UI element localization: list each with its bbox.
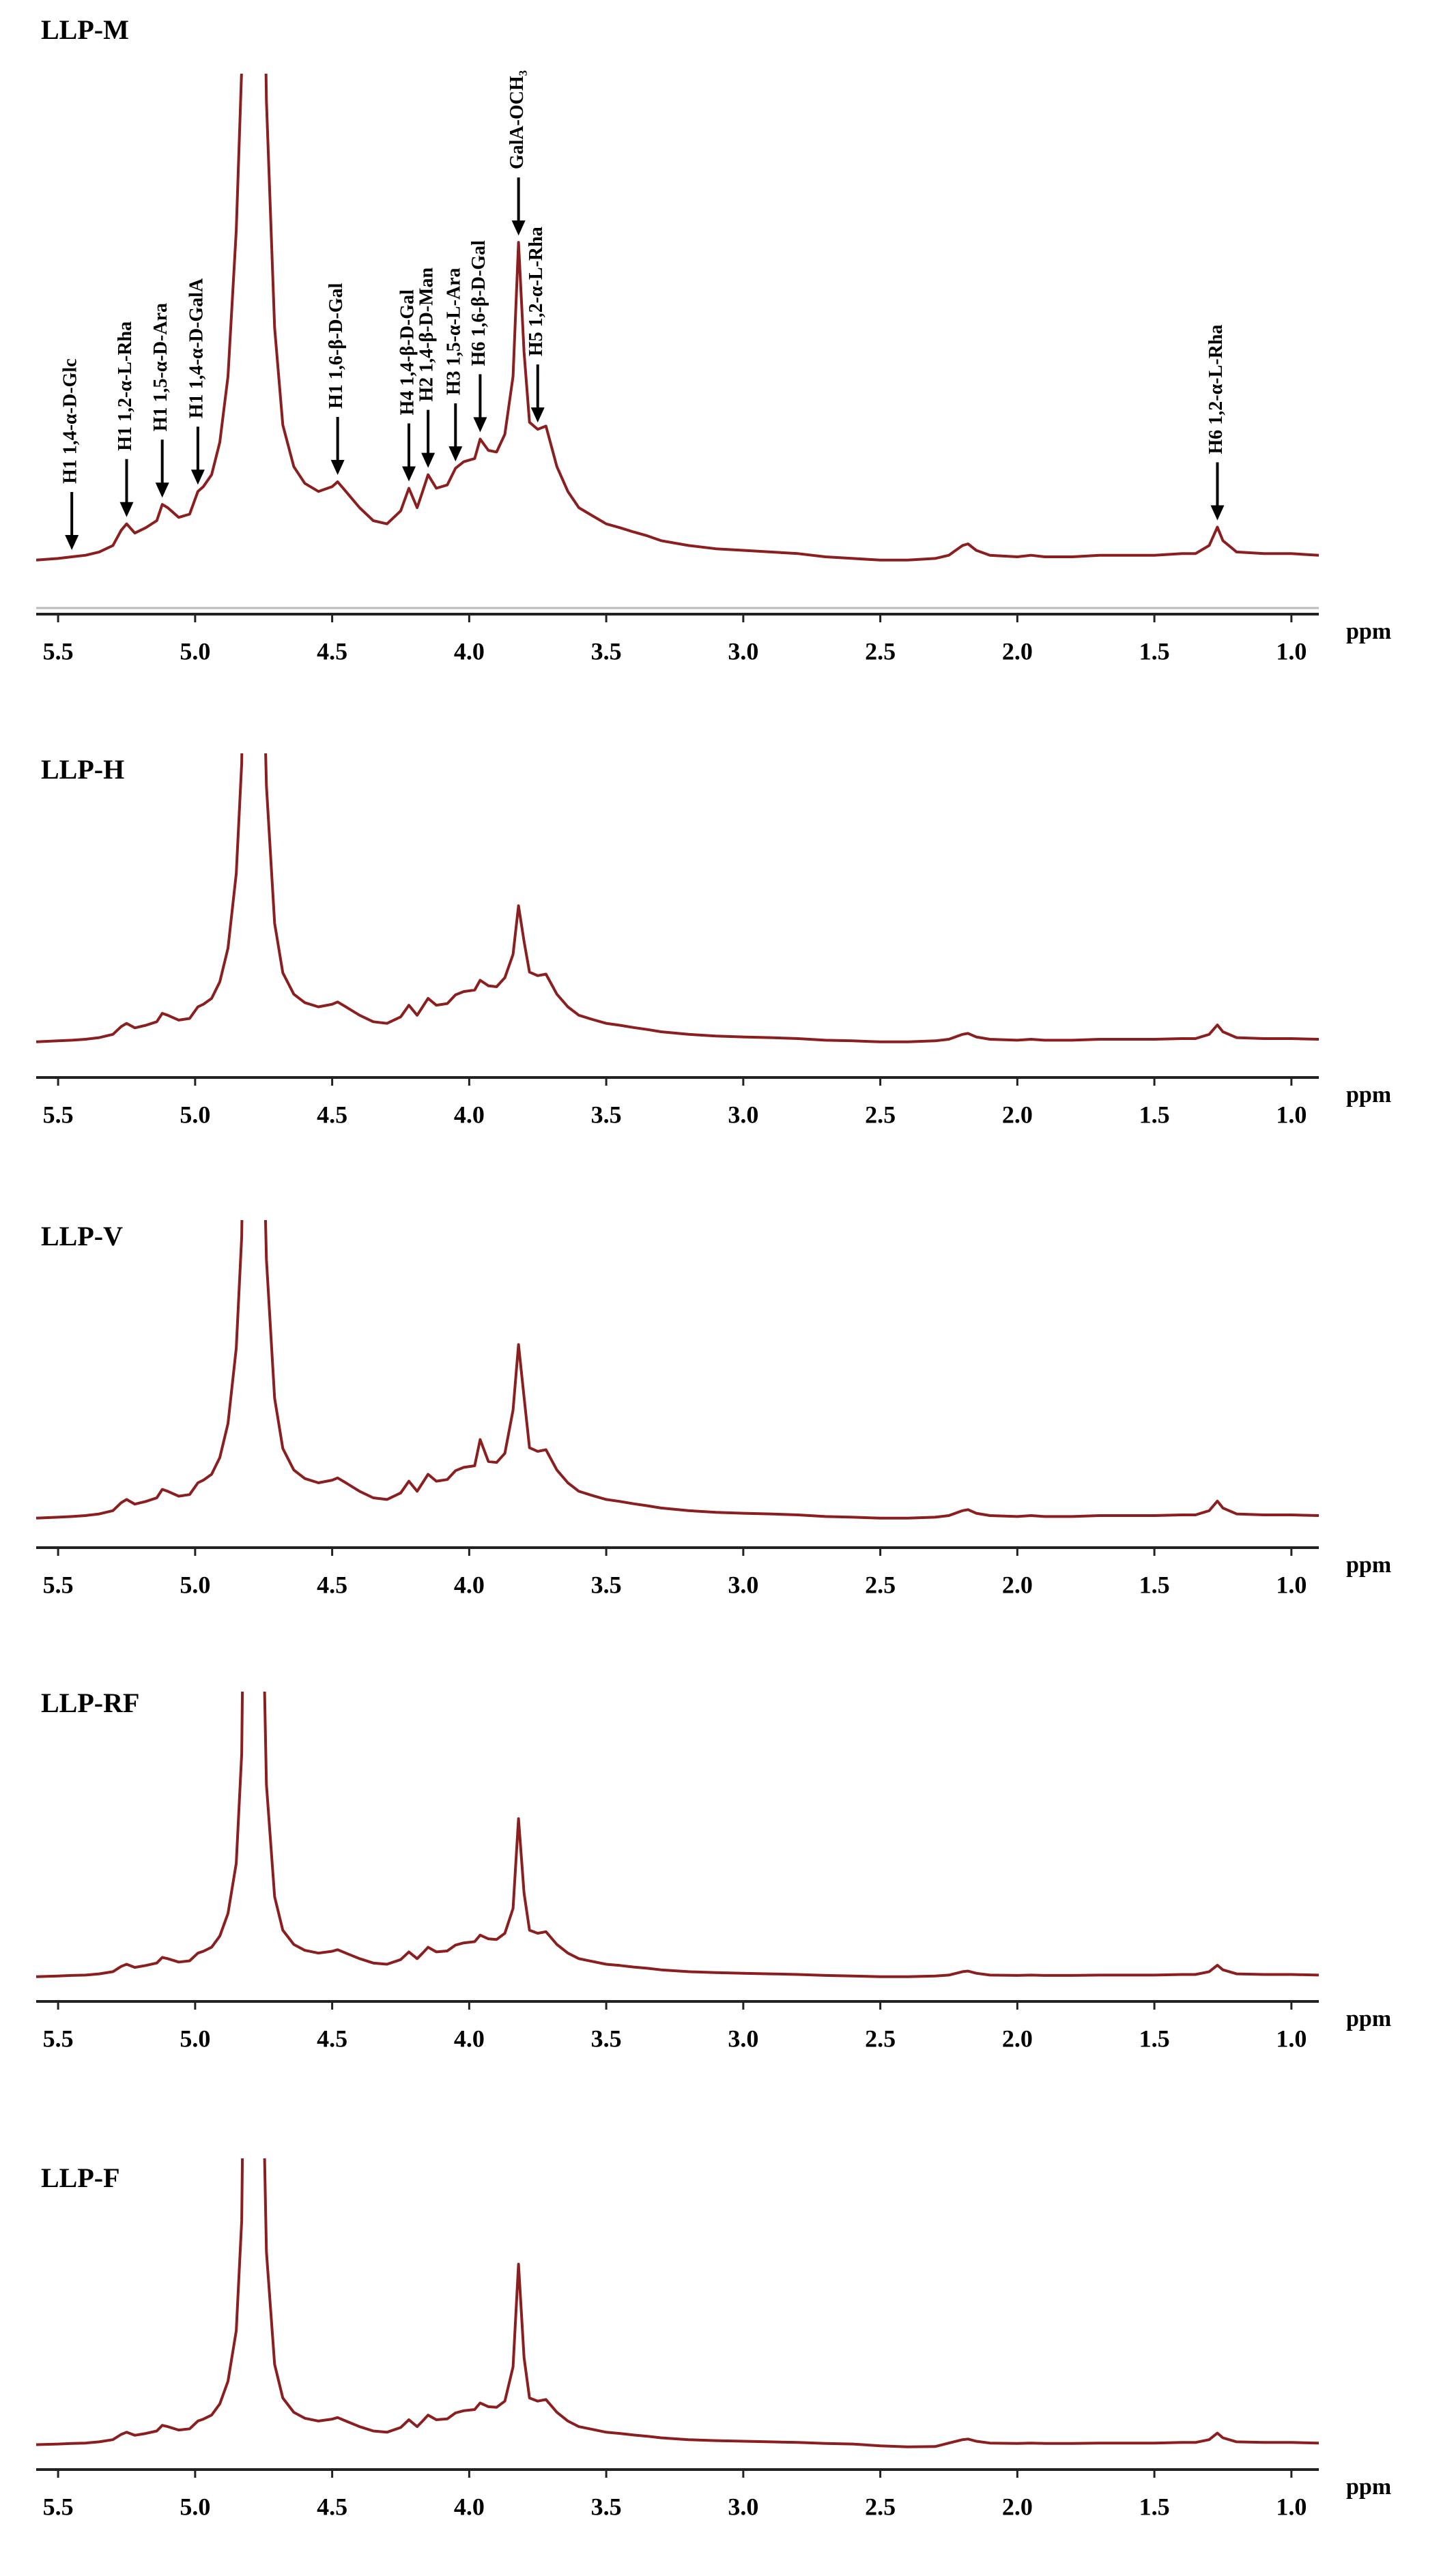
annotation-arrowhead <box>421 452 436 468</box>
x-tick-label: 1.5 <box>1139 637 1170 665</box>
annotation-label: H1 1,2-α-L-Rha <box>115 321 136 451</box>
spectrum-line <box>36 2158 1319 2448</box>
x-tick-label: 2.0 <box>1002 1101 1033 1128</box>
x-axis-label: ppm <box>1346 2006 1391 2031</box>
x-tick-label: 4.5 <box>317 637 347 665</box>
annotation-arrowhead <box>402 466 416 482</box>
x-tick-label: 2.0 <box>1002 637 1033 665</box>
x-axis-label: ppm <box>1346 619 1391 644</box>
spectrum-panel: LLP-RF ppm 5.5 5.0 4.5 4.0 3.5 3.0 2.5 2.0 1.5 1.0 <box>36 1688 1391 2052</box>
x-tick-label: 1.0 <box>1276 637 1307 665</box>
x-tick-label: 4.5 <box>317 1571 347 1598</box>
x-tick-label: 1.5 <box>1139 2025 1170 2052</box>
x-tick-label: 3.5 <box>591 2493 622 2520</box>
annotation-arrowhead <box>119 502 134 517</box>
x-tick-label: 3.0 <box>728 1571 758 1598</box>
x-tick-label: 3.0 <box>728 1101 758 1128</box>
x-tick-label: 3.0 <box>728 2025 758 2052</box>
x-tick-label: 1.0 <box>1276 2493 1307 2520</box>
x-tick-label: 3.5 <box>591 1101 622 1128</box>
x-tick-label: 4.0 <box>454 1101 485 1128</box>
x-tick-label: 4.5 <box>317 2493 347 2520</box>
spectrum-panel: LLP-M ppm 5.5 5.0 4.5 4.0 3.5 3.0 2.5 2.0 1.5 1.0 H1… <box>36 14 1391 665</box>
annotation-arrowhead <box>65 535 79 551</box>
x-tick-label: 3.5 <box>591 1571 622 1598</box>
x-tick-label: 4.0 <box>454 2025 485 2052</box>
spectrum-line <box>36 74 1319 562</box>
annotation-label: H3 1,5-α-L-Ara <box>444 267 465 395</box>
panel-title: LLP-F <box>41 2162 120 2193</box>
annotation-label: H1 1,4-α-D-Glc <box>60 358 81 484</box>
x-tick-label: 5.5 <box>43 1571 74 1598</box>
x-tick-label: 1.0 <box>1276 1571 1307 1598</box>
panel-title: LLP-V <box>41 1221 123 1251</box>
x-tick-label: 4.5 <box>317 1101 347 1128</box>
x-tick-label: 1.5 <box>1139 1571 1170 1598</box>
spectrum-line <box>36 1220 1319 1520</box>
annotation-label: H1 1,5-α-D-Ara <box>150 303 171 431</box>
annotation-arrowhead <box>530 407 545 423</box>
x-tick-label: 3.5 <box>591 2025 622 2052</box>
x-axis-label: ppm <box>1346 2474 1391 2500</box>
annotation-label: H2 1,4-β-D-Man <box>416 267 438 402</box>
x-tick-label: 5.0 <box>180 2493 210 2520</box>
annotation-arrowhead <box>1210 505 1225 521</box>
x-tick-label: 4.5 <box>317 2025 347 2052</box>
x-tick-label: 3.0 <box>728 2493 758 2520</box>
x-tick-label: 1.0 <box>1276 2025 1307 2052</box>
annotation-label: H1 1,6-β-D-Gal <box>326 283 347 409</box>
x-tick-label: 5.5 <box>43 2025 74 2052</box>
panel-title: LLP-M <box>41 14 129 45</box>
annotation-arrowhead <box>511 220 526 236</box>
annotation-label: H6 1,6-β-D-Gal <box>468 240 489 366</box>
x-tick-label: 5.5 <box>43 2493 74 2520</box>
x-tick-label: 1.0 <box>1276 1101 1307 1128</box>
annotation-arrowhead <box>448 446 463 462</box>
annotation-arrowhead <box>473 417 487 433</box>
x-tick-label: 5.0 <box>180 1101 210 1128</box>
x-tick-label: 2.5 <box>865 637 896 665</box>
spectrum-line <box>36 753 1319 1043</box>
x-tick-label: 2.5 <box>865 2025 896 2052</box>
spectrum-panel: LLP-F ppm 5.5 5.0 4.5 4.0 3.5 3.0 2.5 2.0 1.5 1.0 <box>36 2158 1391 2520</box>
annotation-arrowhead <box>190 469 205 485</box>
x-tick-label: 5.5 <box>43 637 74 665</box>
annotation-label: H1 1,4-α-D-GalA <box>186 278 207 418</box>
x-tick-label: 4.0 <box>454 1571 485 1598</box>
spectrum-panel: LLP-H ppm 5.5 5.0 4.5 4.0 3.5 3.0 2.5 2.0 1.5 1.0 <box>36 753 1391 1128</box>
x-tick-label: 2.5 <box>865 2493 896 2520</box>
spectrum-line <box>36 1692 1319 1978</box>
annotation-label: H6 1,2-α-L-Rha <box>1205 325 1227 454</box>
annotation-label: H4 1,4-β-D-Gal <box>397 289 418 416</box>
annotation-label: GalA-OCH₃ <box>507 70 528 169</box>
annotation-arrowhead <box>330 459 345 475</box>
x-axis-label: ppm <box>1346 1552 1391 1578</box>
x-tick-label: 1.5 <box>1139 2493 1170 2520</box>
x-tick-label: 2.0 <box>1002 1571 1033 1598</box>
x-tick-label: 2.5 <box>865 1101 896 1128</box>
annotation-arrowhead <box>155 482 169 498</box>
panel-title: LLP-RF <box>41 1688 139 1718</box>
x-tick-label: 2.0 <box>1002 2025 1033 2052</box>
x-tick-label: 5.5 <box>43 1101 74 1128</box>
x-tick-label: 1.5 <box>1139 1101 1170 1128</box>
x-tick-label: 2.5 <box>865 1571 896 1598</box>
x-tick-label: 2.0 <box>1002 2493 1033 2520</box>
x-axis-label: ppm <box>1346 1082 1391 1108</box>
x-tick-label: 5.0 <box>180 2025 210 2052</box>
annotation-label: H5 1,2-α-L-Rha <box>526 227 547 356</box>
x-tick-label: 4.0 <box>454 637 485 665</box>
x-tick-label: 5.0 <box>180 637 210 665</box>
x-tick-label: 5.0 <box>180 1571 210 1598</box>
x-tick-label: 3.0 <box>728 637 758 665</box>
x-tick-label: 3.5 <box>591 637 622 665</box>
spectrum-panel: LLP-V ppm 5.5 5.0 4.5 4.0 3.5 3.0 2.5 2.0 1.5 1.0 <box>36 1220 1391 1598</box>
x-tick-label: 4.0 <box>454 2493 485 2520</box>
panel-title: LLP-H <box>41 754 124 785</box>
